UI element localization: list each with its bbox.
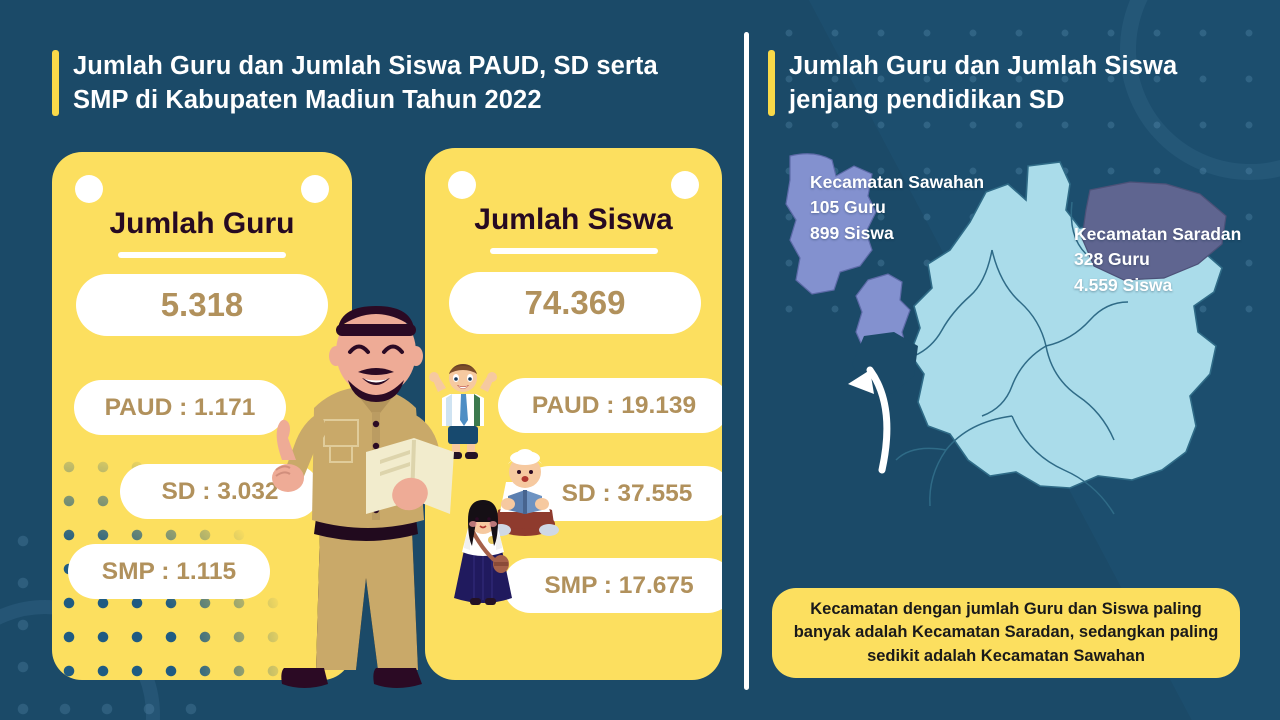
madiun-regency-map <box>785 153 1227 515</box>
map-district-borders <box>895 201 1129 515</box>
cheering-boy-illustration <box>429 364 497 459</box>
card-title-guru: Jumlah Guru <box>109 207 295 240</box>
map-label-saradan-district: Kecamatan Saradan <box>1074 224 1242 244</box>
map-label-saradan: Kecamatan Saradan 328 Guru 4.559 Siswa <box>1074 222 1241 298</box>
guru-paud-value: PAUD : 1.171 <box>74 380 286 435</box>
map-label-saradan-students: 4.559 Siswa <box>1074 274 1173 295</box>
reading-boy-illustration <box>491 449 559 536</box>
left-panel-title-text: Jumlah Guru dan Jumlah Siswa PAUD, SD se… <box>73 52 658 114</box>
title-accent-bar <box>768 50 775 116</box>
title-accent-bar <box>52 50 59 116</box>
card-punch-hole-left <box>75 175 103 203</box>
map-label-saradan-teachers: 328 Guru <box>1074 249 1150 270</box>
right-panel-title: Jumlah Guru dan Jumlah Siswa jenjang pen… <box>768 50 1238 118</box>
stat-card-guru: Jumlah Guru 5.318 PAUD : 1.171 SD : 3.03… <box>52 152 352 680</box>
map-district-sawahan-callout[interactable] <box>785 153 877 295</box>
schoolgirl-illustration <box>454 500 512 605</box>
map-label-sawahan-district: Kecamatan Sawahan <box>810 172 985 192</box>
map-label-sawahan-students: 899 Siswa <box>810 222 894 243</box>
siswa-paud-value: PAUD : 19.139 <box>498 378 722 433</box>
summary-note-box: Kecamatan dengan jumlah Guru dan Siswa p… <box>772 588 1240 678</box>
siswa-smp-value: SMP : 17.675 <box>503 558 722 613</box>
stat-card-siswa: Jumlah Siswa 74.369 PAUD : 19.139 SD : 3… <box>425 148 722 680</box>
card-punch-hole-left <box>448 171 476 199</box>
card-title-underline <box>118 252 286 258</box>
teacher-illustration <box>272 306 454 688</box>
right-panel-title-text: Jumlah Guru dan Jumlah Siswa jenjang pen… <box>789 52 1178 114</box>
card-punch-hole-right <box>671 171 699 199</box>
map-arrow-curve <box>866 366 891 474</box>
map-district-saradan[interactable] <box>1081 181 1227 281</box>
summary-note-text: Kecamatan dengan jumlah Guru dan Siswa p… <box>793 599 1219 665</box>
map-arrow-head <box>848 370 874 394</box>
map-label-sawahan-teachers: 105 Guru <box>810 197 886 218</box>
panel-divider <box>744 32 749 690</box>
siswa-sd-value: SD : 37.555 <box>522 466 722 521</box>
guru-smp-value: SMP : 1.115 <box>68 544 270 599</box>
guru-total-value: 5.318 <box>76 274 328 336</box>
map-label-sawahan: Kecamatan Sawahan 105 Guru 899 Siswa <box>810 170 984 246</box>
card-title-siswa: Jumlah Siswa <box>474 203 673 236</box>
card-title-underline <box>489 248 658 254</box>
card-punch-hole-right <box>301 175 329 203</box>
left-panel-title: Jumlah Guru dan Jumlah Siswa PAUD, SD se… <box>52 50 712 118</box>
siswa-total-value: 74.369 <box>449 272 701 334</box>
